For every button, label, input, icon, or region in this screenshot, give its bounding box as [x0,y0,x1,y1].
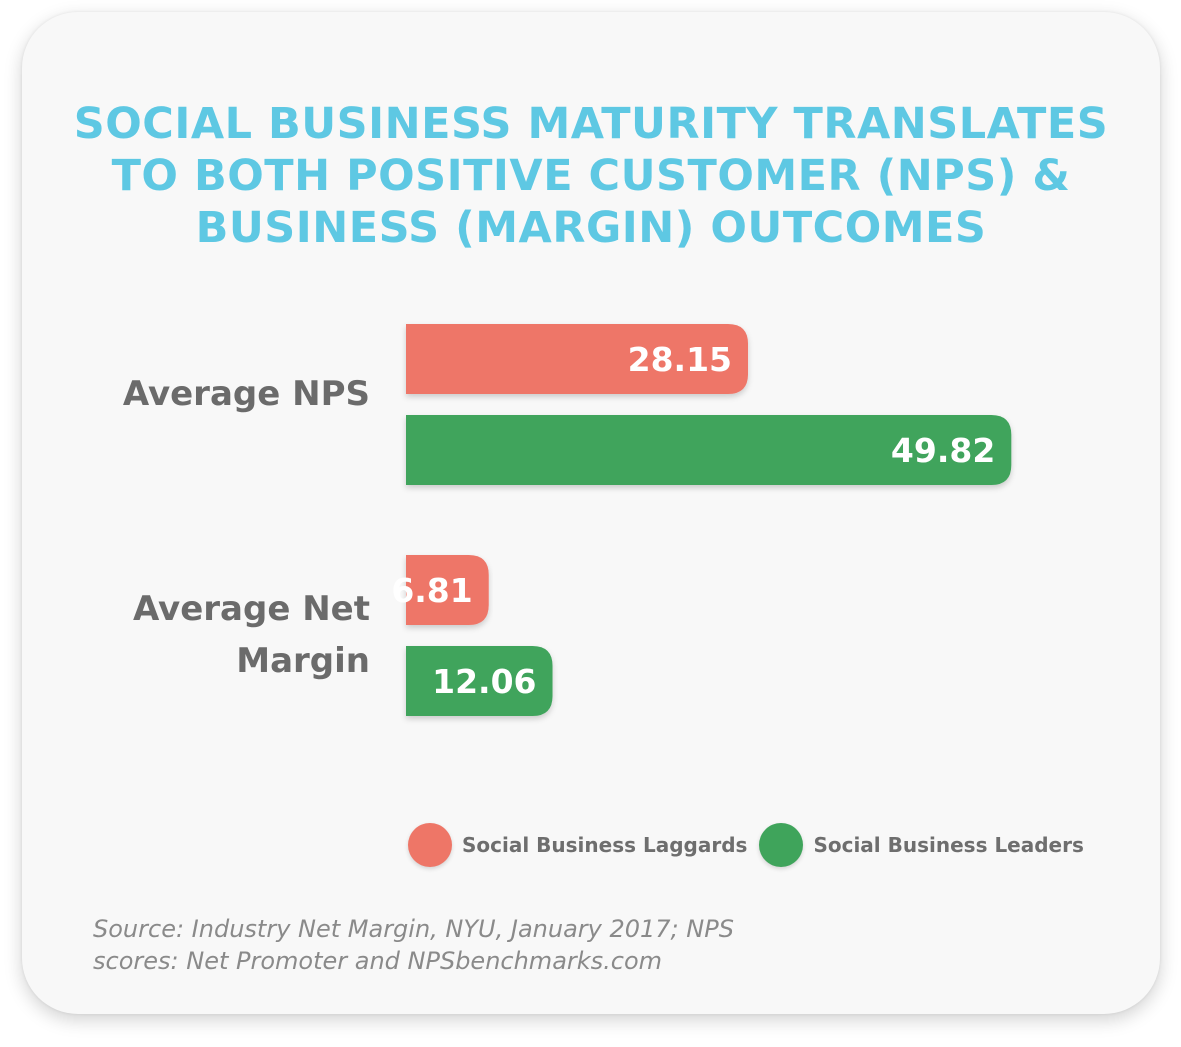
bar-average-net-margin-social-business-laggards [406,555,489,625]
category-label-nps: Average NPS [70,368,370,420]
bars-group: 28.15 49.82 6.81 12.06 [391,324,1012,716]
chart-title: SOCIAL BUSINESS MATURITY TRANSLATES TO B… [22,98,1160,254]
source-line-1: Source: Industry Net Margin, NYU, Januar… [93,915,734,943]
legend-item-laggards: Social Business Laggards [408,823,747,867]
bar-average-net-margin-social-business-leaders [406,646,553,716]
title-line-3: BUSINESS (MARGIN) OUTCOMES [195,203,987,253]
bar-value-label-average-net-margin-social-business-leaders: 12.06 [432,662,536,701]
title-line-2: TO BOTH POSITIVE CUSTOMER (NPS) & [111,151,1071,201]
category-label-net-margin: Average Net Margin [70,583,370,687]
legend: Social Business Laggards Social Business… [408,822,1096,868]
source-note: Source: Industry Net Margin, NYU, Januar… [93,913,734,977]
title-line-1: SOCIAL BUSINESS MATURITY TRANSLATES [73,99,1109,149]
legend-label-laggards: Social Business Laggards [462,833,748,857]
bar-value-label-average-net-margin-social-business-laggards: 6.81 [391,571,472,610]
bar-value-label-average-nps-social-business-laggards: 28.15 [628,340,732,379]
category-label-nps-line-1: Average NPS [122,374,370,414]
bar-value-label-average-nps-social-business-leaders: 49.82 [891,431,995,470]
category-label-net-margin-line-1: Average Net [132,589,370,629]
chart-card [22,12,1160,1014]
legend-swatch-leaders [759,823,804,867]
legend-item-leaders: Social Business Leaders [759,823,1084,867]
legend-swatch-laggards [408,823,452,867]
category-label-net-margin-line-2: Margin [236,641,370,681]
legend-label-leaders: Social Business Leaders [813,833,1084,857]
bar-average-nps-social-business-laggards [406,324,749,394]
source-line-2: scores: Net Promoter and NPSbenchmarks.c… [93,947,663,975]
bar-average-nps-social-business-leaders [406,415,1012,485]
